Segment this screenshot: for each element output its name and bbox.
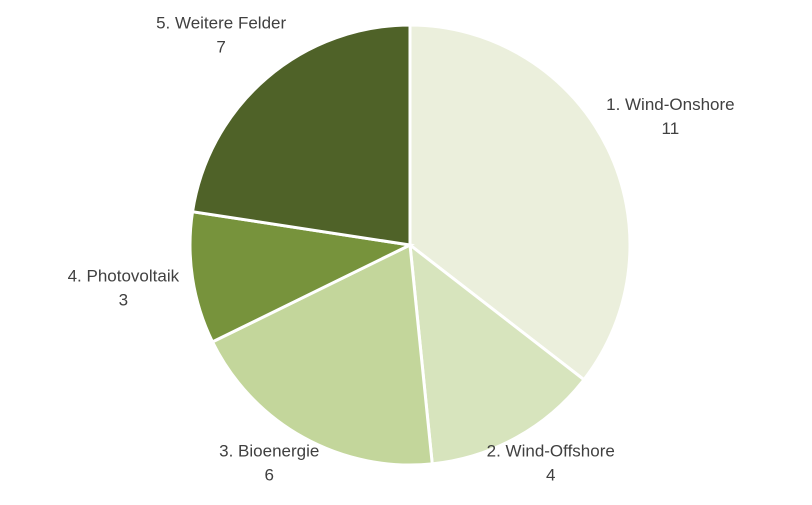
slice-label: 4. Photovoltaik — [68, 266, 180, 285]
slice-label: 1. Wind-Onshore — [606, 95, 735, 114]
slice-value: 11 — [662, 119, 680, 138]
slice-label: 3. Bioenergie — [219, 441, 319, 460]
slice-value: 4 — [546, 465, 555, 484]
slice-label: 2. Wind-Offshore — [487, 441, 615, 460]
slice-value: 7 — [216, 37, 225, 56]
pie-slice — [408, 23, 632, 382]
slice-label: 5. Weitere Felder — [156, 13, 286, 32]
pie-slice — [190, 23, 412, 247]
slice-value: 3 — [119, 290, 128, 309]
pie-slice — [408, 241, 587, 466]
pie-slice — [210, 242, 434, 467]
pie-slice — [188, 209, 415, 344]
slice-value: 6 — [265, 465, 274, 484]
